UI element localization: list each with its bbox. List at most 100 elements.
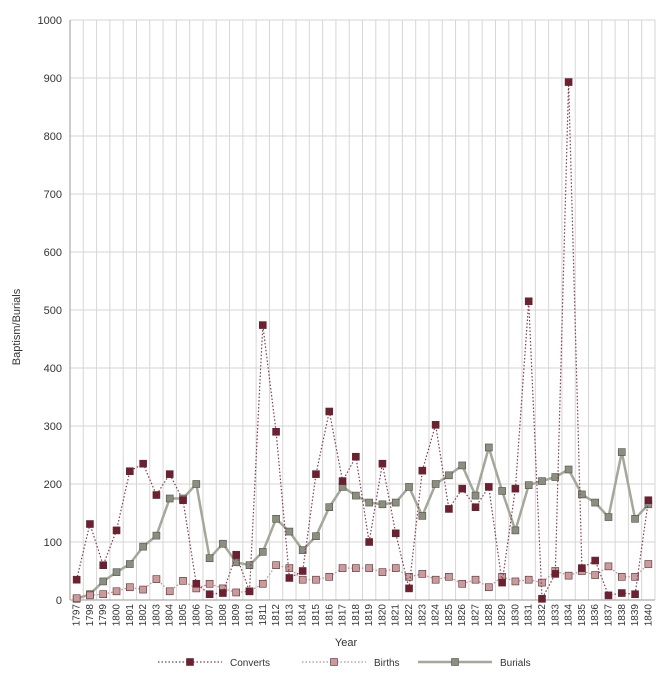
y-tick-label: 200 bbox=[44, 479, 62, 491]
data-point-burials bbox=[418, 512, 427, 520]
data-point-burials bbox=[511, 526, 520, 535]
data-point-burials bbox=[139, 542, 147, 551]
data-point-burials bbox=[524, 481, 533, 489]
data-point-burials bbox=[631, 514, 639, 523]
x-tick-label: 1806 bbox=[191, 604, 202, 627]
series-converts bbox=[72, 78, 653, 603]
data-point-burials bbox=[272, 514, 280, 523]
legend-item-births: Births bbox=[302, 658, 400, 669]
data-point-births bbox=[564, 571, 573, 580]
data-point-births bbox=[617, 572, 626, 581]
data-point-births bbox=[524, 575, 533, 584]
grid bbox=[69, 19, 656, 601]
x-tick-label: 1799 bbox=[98, 604, 109, 627]
data-point-converts bbox=[391, 529, 400, 538]
y-tick-label: 500 bbox=[44, 305, 62, 317]
x-tick-label: 1826 bbox=[457, 604, 468, 627]
data-point-births bbox=[152, 575, 161, 583]
x-tick-label: 1840 bbox=[643, 604, 654, 627]
data-point-converts bbox=[192, 579, 201, 588]
data-point-births bbox=[644, 560, 653, 568]
data-point-converts bbox=[644, 496, 653, 505]
data-point-converts bbox=[458, 484, 467, 493]
data-point-births bbox=[205, 579, 214, 588]
data-point-burials bbox=[298, 546, 307, 554]
data-point-burials bbox=[192, 480, 201, 488]
data-point-births bbox=[86, 591, 94, 600]
data-point-burials bbox=[325, 503, 334, 512]
data-point-converts bbox=[604, 591, 613, 600]
legend-label: Births bbox=[374, 658, 400, 669]
data-point-converts bbox=[258, 321, 267, 329]
data-point-burials bbox=[391, 498, 400, 507]
data-point-converts bbox=[179, 496, 187, 505]
data-point-burials bbox=[258, 548, 267, 556]
x-tick-label: 1824 bbox=[431, 604, 442, 627]
data-point-births bbox=[378, 568, 387, 576]
data-point-births bbox=[72, 594, 81, 603]
series-burials bbox=[72, 443, 653, 603]
data-point-converts bbox=[245, 587, 254, 596]
x-tick-label: 1822 bbox=[404, 604, 415, 627]
x-tick-label: 1833 bbox=[550, 604, 561, 627]
data-point-converts bbox=[165, 470, 174, 478]
data-point-burials bbox=[445, 471, 453, 480]
x-tick-label: 1815 bbox=[311, 604, 322, 627]
legend-item-converts: Converts bbox=[158, 658, 270, 669]
x-tick-label: 1801 bbox=[125, 604, 136, 627]
data-point-converts bbox=[72, 575, 81, 584]
data-point-births bbox=[511, 577, 520, 586]
data-point-births bbox=[418, 570, 427, 578]
y-tick-label: 600 bbox=[44, 247, 62, 259]
x-tick-label: 1816 bbox=[324, 604, 335, 627]
data-point-converts bbox=[112, 526, 121, 535]
data-point-burials bbox=[485, 443, 493, 452]
data-point-births bbox=[338, 564, 347, 572]
data-point-converts bbox=[551, 570, 560, 578]
data-point-births bbox=[99, 590, 108, 599]
legend-marker bbox=[186, 658, 194, 666]
data-point-burials bbox=[285, 527, 294, 536]
x-tick-label: 1821 bbox=[391, 604, 402, 627]
x-axis-ticks: 1797 1798 1799 1800 1801 1802 1803 1804 1805 1806… bbox=[72, 604, 655, 627]
data-point-births bbox=[405, 572, 413, 581]
x-tick-label: 1804 bbox=[165, 604, 176, 627]
x-tick-label: 1805 bbox=[178, 604, 189, 627]
data-point-burials bbox=[312, 532, 320, 541]
x-tick-label: 1813 bbox=[284, 604, 295, 627]
data-point-converts bbox=[338, 477, 347, 485]
data-point-burials bbox=[538, 477, 546, 485]
data-point-converts bbox=[325, 407, 334, 416]
x-tick-label: 1814 bbox=[298, 604, 309, 627]
data-point-burials bbox=[578, 490, 586, 499]
data-point-burials bbox=[126, 560, 134, 568]
data-point-converts bbox=[485, 483, 493, 491]
data-point-burials bbox=[498, 487, 506, 495]
x-tick-label: 1828 bbox=[484, 604, 495, 627]
data-point-converts bbox=[126, 467, 134, 476]
data-point-burials bbox=[205, 554, 214, 563]
x-tick-label: 1819 bbox=[364, 604, 375, 627]
x-tick-label: 1802 bbox=[138, 604, 149, 627]
data-point-births bbox=[538, 578, 546, 587]
data-point-births bbox=[591, 571, 599, 579]
legend-label: Converts bbox=[230, 658, 270, 669]
data-point-burials bbox=[152, 531, 161, 540]
data-point-births bbox=[285, 564, 294, 572]
data-point-converts bbox=[219, 589, 227, 597]
data-point-converts bbox=[86, 520, 94, 528]
legend-marker bbox=[451, 658, 459, 666]
data-point-births bbox=[458, 579, 467, 588]
x-tick-label: 1823 bbox=[417, 604, 428, 627]
y-tick-label: 700 bbox=[44, 189, 62, 201]
data-point-births bbox=[312, 575, 320, 584]
x-tick-label: 1810 bbox=[244, 604, 255, 627]
data-point-births bbox=[365, 564, 373, 572]
data-point-converts bbox=[418, 466, 427, 475]
data-point-burials bbox=[112, 568, 121, 576]
data-point-converts bbox=[631, 590, 639, 599]
series-line-converts bbox=[76, 81, 649, 600]
data-point-burials bbox=[352, 491, 360, 500]
data-point-converts bbox=[365, 538, 373, 546]
data-point-births bbox=[126, 583, 134, 592]
